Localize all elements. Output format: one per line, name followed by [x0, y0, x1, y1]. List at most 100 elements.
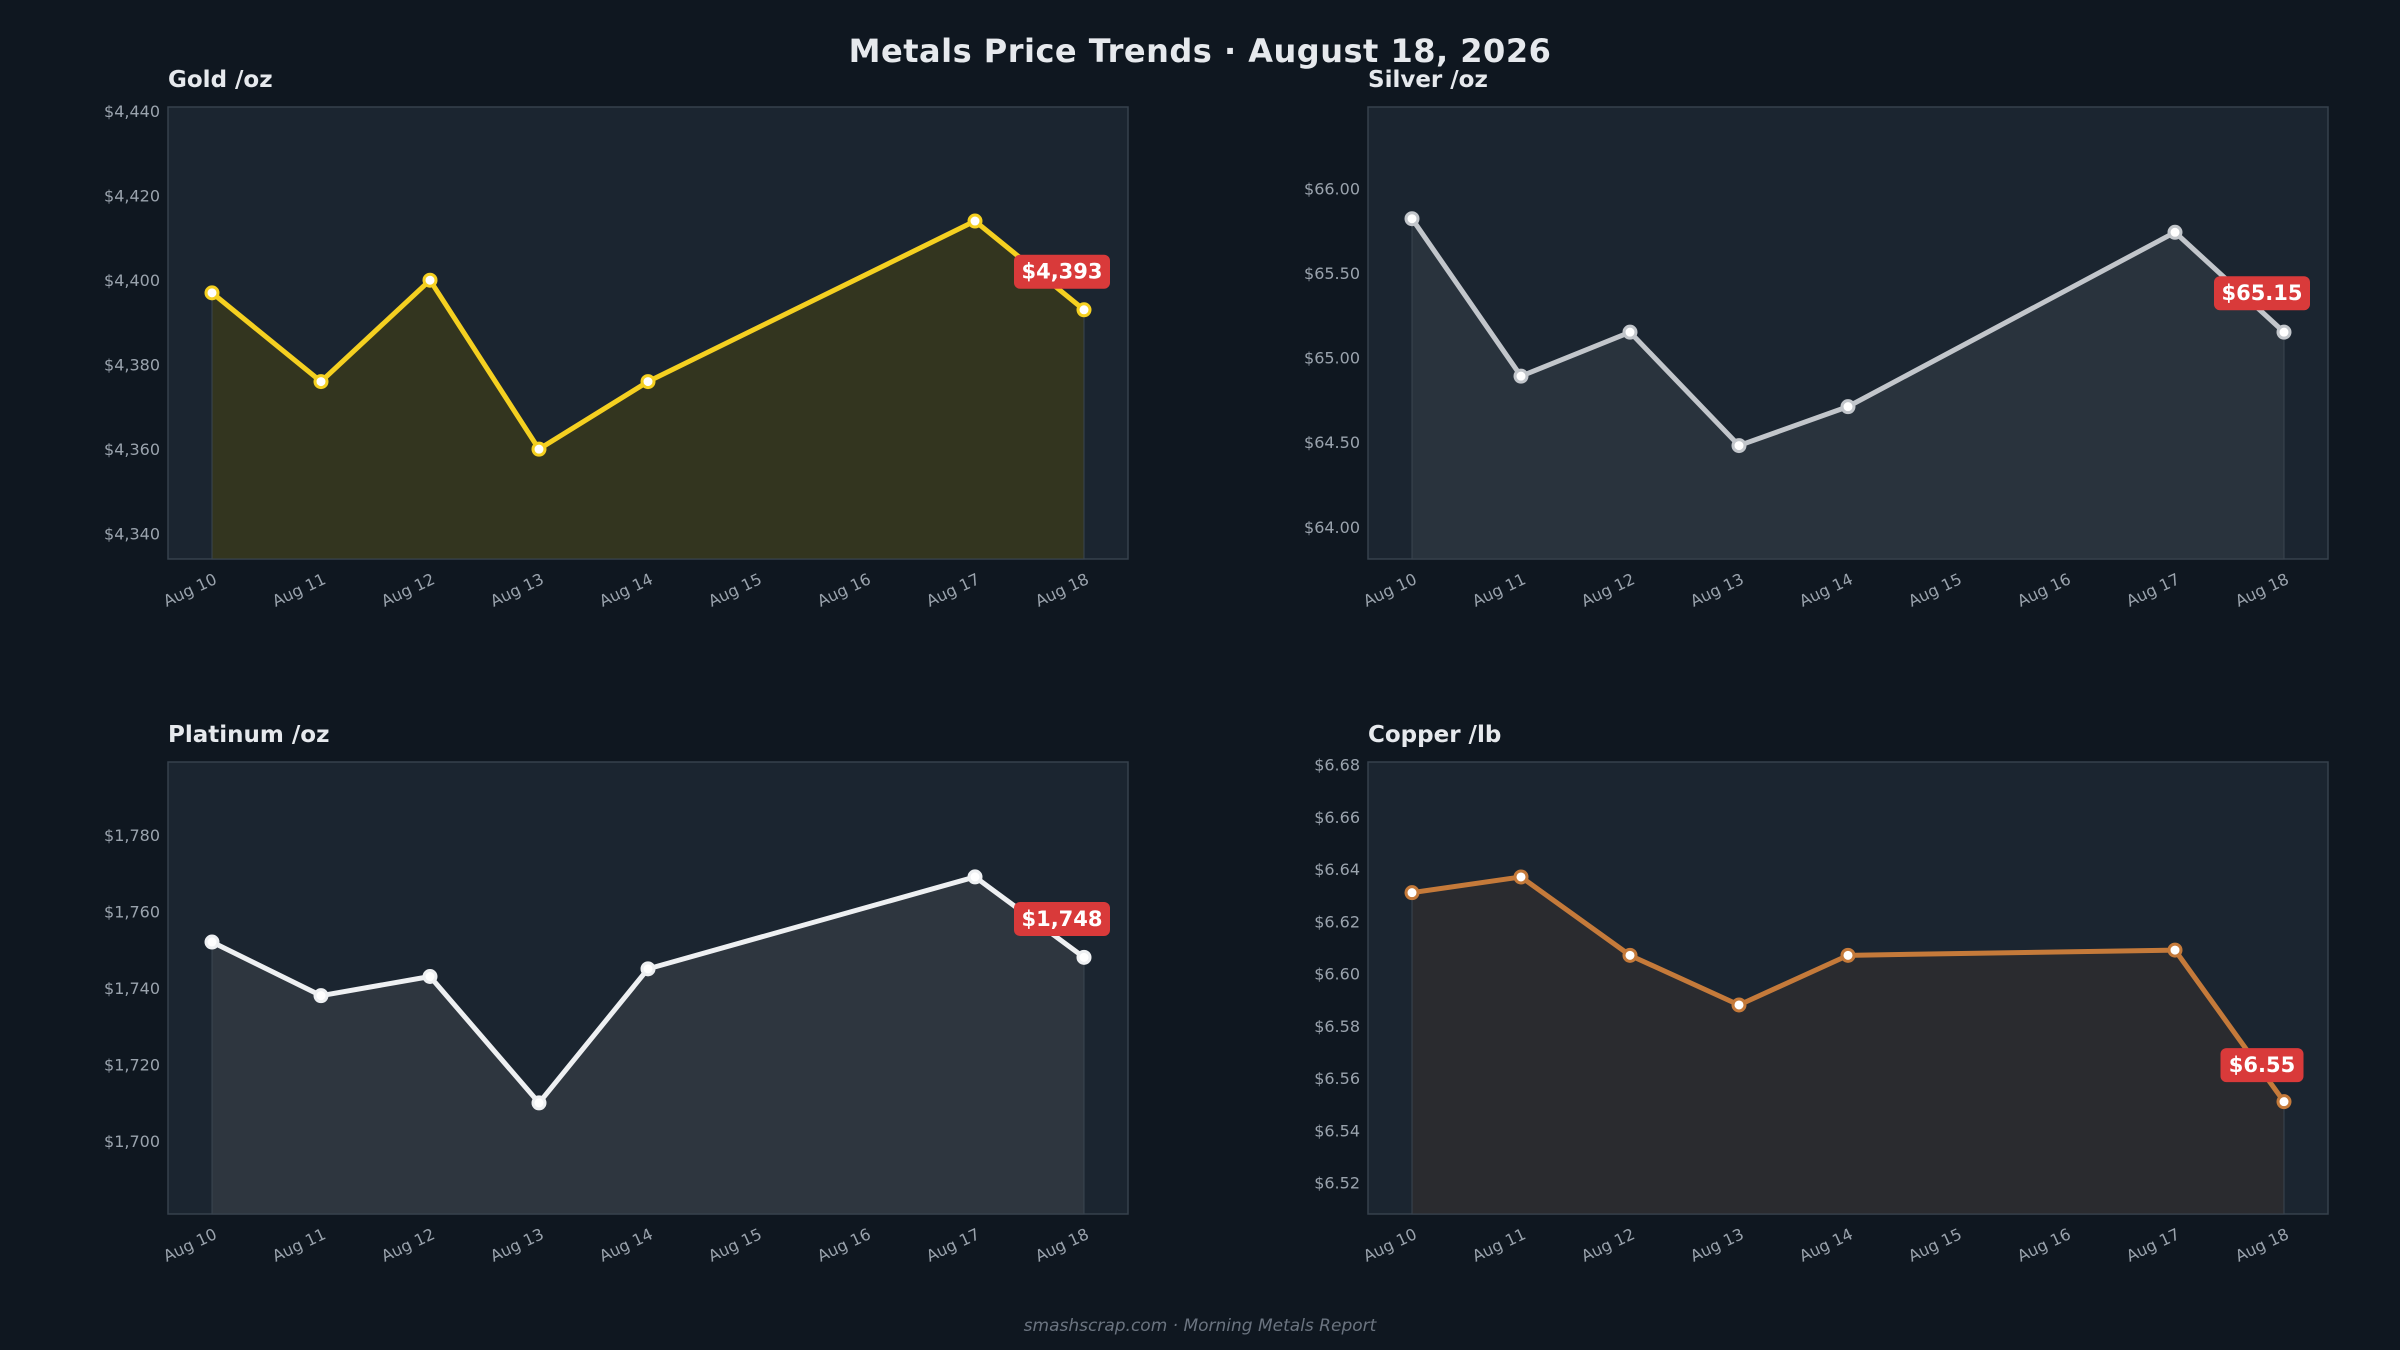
- silver-data-point: [2276, 324, 2292, 340]
- gold-data-point: [422, 272, 438, 288]
- copper-ytick-label: $6.58: [1314, 1017, 1360, 1036]
- copper-ytick-label: $6.52: [1314, 1174, 1360, 1193]
- gold-data-point: [531, 441, 547, 457]
- silver-ytick-label: $64.50: [1304, 433, 1360, 452]
- silver-xtick-label: Aug 18: [2232, 569, 2291, 610]
- copper-data-point: [1513, 869, 1529, 885]
- copper-data-point: [2167, 942, 2183, 958]
- silver-ytick-label: $64.00: [1304, 518, 1360, 537]
- gold-ytick-label: $4,400: [104, 271, 160, 290]
- copper-chart-title: Copper /lb: [1368, 722, 1501, 748]
- copper-xtick-label: Aug 15: [1905, 1224, 1964, 1265]
- gold-ytick-label: $4,360: [104, 440, 160, 459]
- silver-xtick-label: Aug 12: [1578, 569, 1637, 610]
- platinum-xtick-label: Aug 14: [596, 1224, 655, 1265]
- platinum-data-point: [967, 869, 983, 885]
- copper-xtick-label: Aug 17: [2123, 1224, 2182, 1265]
- gold-xtick-label: Aug 12: [378, 569, 437, 610]
- gold-xtick-label: Aug 18: [1032, 569, 1091, 610]
- platinum-data-point: [204, 934, 220, 950]
- silver-data-point: [1840, 399, 1856, 415]
- copper-data-point: [1622, 947, 1638, 963]
- copper-latest-price-badge: $6.55: [2220, 1048, 2304, 1083]
- copper-xtick-label: Aug 18: [2232, 1224, 2291, 1265]
- gold-ytick-label: $4,340: [104, 525, 160, 544]
- copper-xtick-label: Aug 10: [1360, 1224, 1419, 1265]
- silver-xtick-label: Aug 13: [1687, 569, 1746, 610]
- copper-badge-text: $6.55: [2229, 1053, 2295, 1077]
- copper-ytick-label: $6.62: [1314, 912, 1360, 931]
- platinum-xtick-label: Aug 18: [1032, 1224, 1091, 1265]
- platinum-chart: Platinum /oz $1,700 $1,720 $1,740 $1,760 $1,7…: [104, 722, 1129, 1266]
- gold-badge-text: $4,393: [1021, 260, 1102, 284]
- platinum-xtick-label: Aug 10: [160, 1224, 219, 1265]
- platinum-latest-price-badge: $1,748: [1014, 902, 1110, 937]
- silver-data-point: [1731, 438, 1747, 454]
- platinum-data-point: [313, 988, 329, 1004]
- silver-badge-text: $65.15: [2221, 281, 2302, 305]
- platinum-chart-title: Platinum /oz: [168, 722, 329, 748]
- gold-ytick-label: $4,440: [104, 102, 160, 121]
- gold-xtick-label: Aug 11: [269, 569, 328, 610]
- silver-xtick-label: Aug 15: [1905, 569, 1964, 610]
- platinum-ytick-label: $1,760: [104, 902, 160, 921]
- silver-data-point: [2167, 224, 2183, 240]
- platinum-badge-bg: [1014, 902, 1110, 937]
- platinum-ytick-label: $1,740: [104, 979, 160, 998]
- silver-xtick-label: Aug 14: [1796, 569, 1855, 610]
- copper-xtick-label: Aug 16: [2014, 1224, 2073, 1265]
- copper-xtick-label: Aug 13: [1687, 1224, 1746, 1265]
- page-title: Metals Price Trends · August 18, 2026: [848, 32, 1552, 70]
- gold-xtick-label: Aug 17: [923, 569, 982, 610]
- platinum-badge-text: $1,748: [1021, 907, 1102, 931]
- gold-chart-title: Gold /oz: [168, 67, 273, 93]
- silver-data-point: [1404, 211, 1420, 227]
- copper-xtick-label: Aug 11: [1469, 1224, 1528, 1265]
- gold-data-point: [640, 374, 656, 390]
- copper-xtick-label: Aug 14: [1796, 1224, 1855, 1265]
- copper-data-point: [1404, 885, 1420, 901]
- gold-data-point: [1076, 302, 1092, 318]
- footer-credit: smashscrap.com · Morning Metals Report: [1023, 1316, 1377, 1336]
- platinum-xtick-label: Aug 15: [705, 1224, 764, 1265]
- copper-ytick-label: $6.56: [1314, 1069, 1360, 1088]
- gold-ytick-label: $4,420: [104, 187, 160, 206]
- silver-data-point: [1622, 324, 1638, 340]
- platinum-data-point: [640, 961, 656, 977]
- gold-data-point: [204, 285, 220, 301]
- copper-ytick-label: $6.66: [1314, 808, 1360, 827]
- silver-ytick-label: $65.00: [1304, 349, 1360, 368]
- gold-xtick-label: Aug 13: [487, 569, 546, 610]
- copper-chart: Copper /lb $6.52 $6.54 $6.56 $6.58 $6.60 $6.62…: [1314, 722, 2329, 1266]
- gold-latest-price-badge: $4,393: [1014, 254, 1110, 289]
- silver-xtick-label: Aug 17: [2123, 569, 2182, 610]
- copper-badge-bg: [2220, 1048, 2304, 1083]
- platinum-xtick-label: Aug 17: [923, 1224, 982, 1265]
- gold-xtick-label: Aug 15: [705, 569, 764, 610]
- silver-xtick-label: Aug 11: [1469, 569, 1528, 610]
- platinum-xtick-label: Aug 13: [487, 1224, 546, 1265]
- platinum-ytick-label: $1,720: [104, 1056, 160, 1075]
- gold-ytick-label: $4,380: [104, 356, 160, 375]
- platinum-data-point: [422, 969, 438, 985]
- gold-xtick-label: Aug 14: [596, 569, 655, 610]
- platinum-ytick-label: $1,700: [104, 1132, 160, 1151]
- copper-ytick-label: $6.68: [1314, 756, 1360, 775]
- platinum-ytick-label: $1,780: [104, 826, 160, 845]
- silver-ytick-label: $65.50: [1304, 264, 1360, 283]
- gold-data-point: [967, 213, 983, 229]
- silver-data-point: [1513, 368, 1529, 384]
- copper-xtick-label: Aug 12: [1578, 1224, 1637, 1265]
- silver-chart: Silver /oz $64.00 $64.50 $65.00 $65.50 $66.00…: [1304, 67, 2329, 611]
- silver-chart-title: Silver /oz: [1368, 67, 1488, 93]
- platinum-data-point: [1076, 949, 1092, 965]
- copper-data-point: [1840, 947, 1856, 963]
- gold-badge-bg: [1014, 254, 1110, 289]
- silver-xtick-label: Aug 16: [2014, 569, 2073, 610]
- gold-xtick-label: Aug 16: [814, 569, 873, 610]
- copper-ytick-label: $6.60: [1314, 965, 1360, 984]
- silver-ytick-label: $66.00: [1304, 179, 1360, 198]
- copper-data-point: [1731, 997, 1747, 1013]
- platinum-xtick-label: Aug 12: [378, 1224, 437, 1265]
- platinum-xtick-label: Aug 16: [814, 1224, 873, 1265]
